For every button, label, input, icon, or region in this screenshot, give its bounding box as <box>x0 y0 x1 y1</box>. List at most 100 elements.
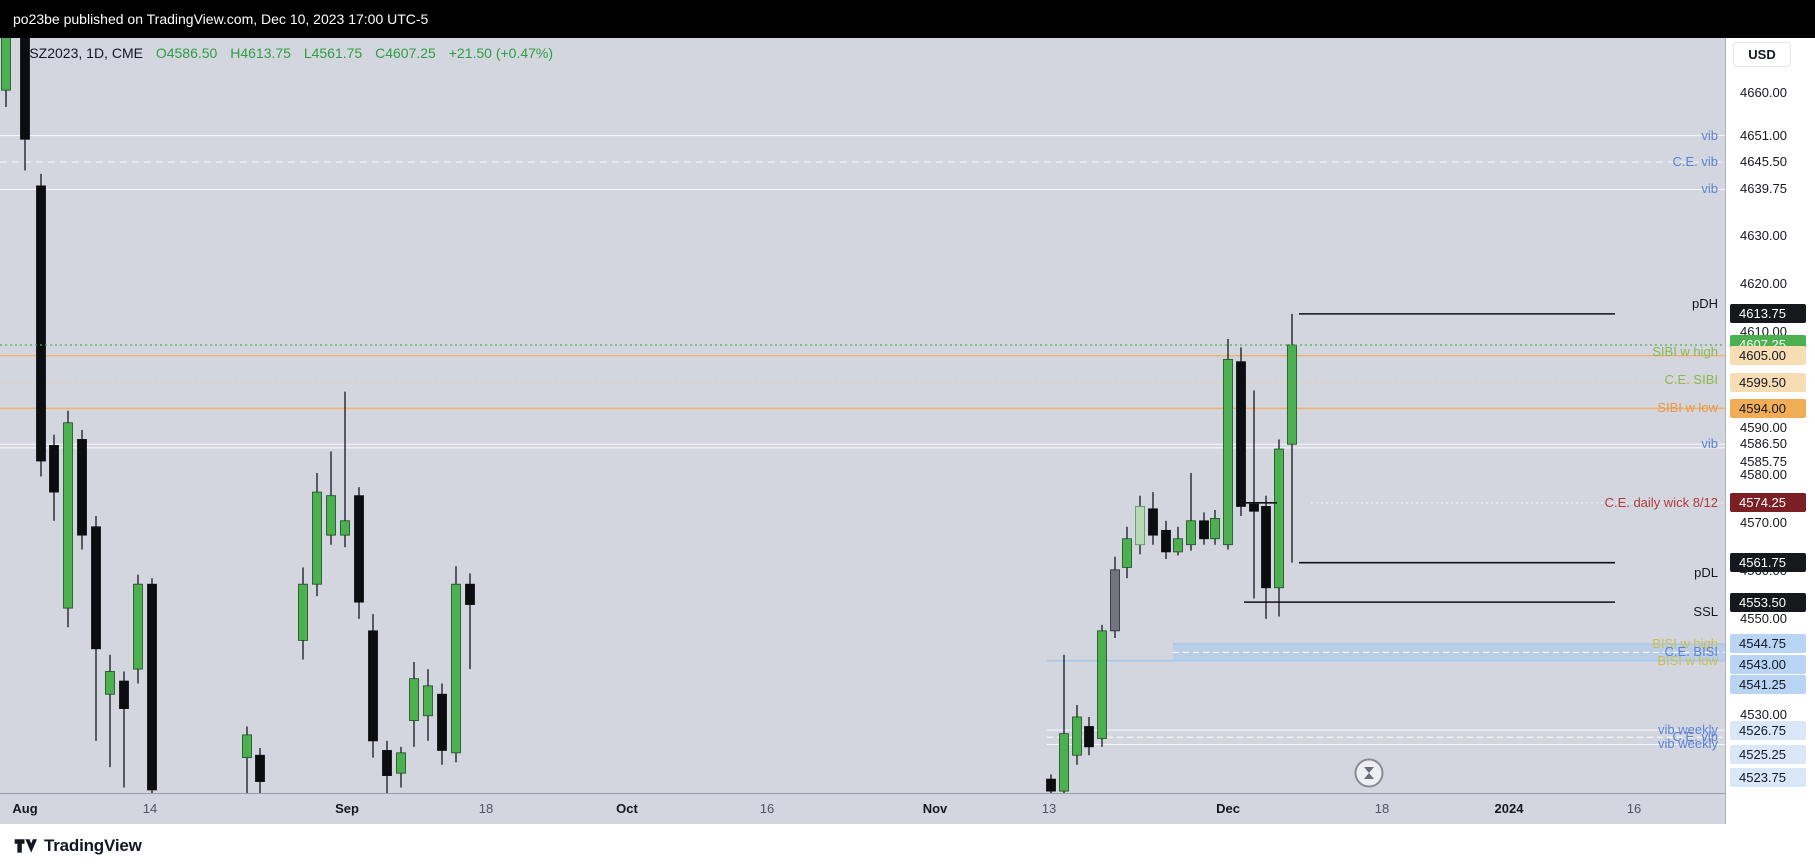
candle <box>368 614 378 758</box>
hourglass-icon[interactable] <box>1353 757 1385 789</box>
currency-usd-button[interactable]: USD <box>1733 42 1791 67</box>
candle <box>1122 526 1132 579</box>
price-axis-label: 4630.00 <box>1740 228 1787 244</box>
chart-area[interactable]: ESZ2023, 1D, CME O4586.50 H4613.75 L4561… <box>0 38 1725 824</box>
publish-text: po23be published on TradingView.com, Dec… <box>13 11 429 27</box>
footer-bar: TradingView <box>0 824 1815 868</box>
time-axis[interactable]: Aug 14 Sep 18 Oct 16 Nov 13 Dec 18 2024 16 <box>0 793 1725 824</box>
time-axis-label: Dec <box>1216 801 1240 816</box>
candle-body <box>1122 538 1132 568</box>
time-axis-label: 2024 <box>1494 801 1524 816</box>
candle-body <box>409 678 419 721</box>
candle <box>1249 390 1259 599</box>
candle-body <box>1148 508 1158 536</box>
price-axis[interactable]: USD 4660.00 4651.00 4645.50 4639.75 4630.00 4… <box>1725 38 1815 824</box>
candle <box>242 726 252 793</box>
candle <box>1210 510 1220 545</box>
candle <box>1059 654 1069 793</box>
candle-body <box>1 38 11 91</box>
candle <box>1236 347 1246 517</box>
price-axis-badge: 4553.50 <box>1730 592 1806 612</box>
candle-body <box>119 680 129 709</box>
price-axis-badge: 4594.00 <box>1730 398 1806 418</box>
candle <box>326 451 336 545</box>
candle-body <box>1261 506 1271 589</box>
candle-body <box>382 750 392 776</box>
candle-body <box>1072 716 1082 756</box>
candle <box>77 429 87 550</box>
candle <box>1084 716 1094 756</box>
price-axis-label: 4610.00 <box>1740 323 1787 339</box>
candle-body <box>1110 569 1120 632</box>
candle-body <box>91 526 101 650</box>
candle <box>340 391 350 548</box>
price-axis-badge: 4561.75 <box>1730 553 1806 573</box>
candle-body <box>1186 520 1196 546</box>
candle-body <box>1046 778 1056 792</box>
candle <box>1274 439 1284 617</box>
candle-body <box>1274 448 1284 589</box>
candle-body <box>326 495 336 536</box>
candle <box>1097 624 1107 747</box>
price-axis-label: 4620.00 <box>1740 275 1787 291</box>
price-axis-label: 4580.00 <box>1740 467 1787 483</box>
candle-body <box>354 495 364 603</box>
candlestick-plot[interactable] <box>0 38 1725 793</box>
candle-body <box>1084 726 1094 748</box>
candle <box>423 669 433 741</box>
price-axis-label: 4586.50 <box>1740 436 1787 452</box>
publish-bar: po23be published on TradingView.com, Dec… <box>0 0 1815 38</box>
price-axis-badge: 4525.25 <box>1730 744 1806 764</box>
candle-body <box>1210 518 1220 540</box>
candle-body <box>1223 358 1233 546</box>
candle <box>63 410 73 628</box>
candle-body <box>1059 733 1069 792</box>
candle-body <box>1199 520 1209 540</box>
candle <box>298 567 308 660</box>
candle-body <box>1135 506 1145 546</box>
candle <box>1173 526 1183 556</box>
candle <box>1 38 11 107</box>
candle <box>382 740 392 793</box>
symbol-title: ESZ2023, 1D, CME <box>20 45 143 61</box>
candle-body <box>1173 538 1183 553</box>
candle-body <box>437 693 447 751</box>
candle <box>1135 495 1145 555</box>
brand-text: TradingView <box>44 835 142 855</box>
candle-body <box>423 685 433 717</box>
candle <box>1287 313 1297 563</box>
candle <box>105 654 115 768</box>
candle-body <box>368 630 378 742</box>
ohlc-open: O4586.50 <box>155 45 218 61</box>
tradingview-logo-icon <box>14 839 37 853</box>
time-axis-label: 16 <box>1626 801 1642 816</box>
candle <box>20 38 30 171</box>
time-axis-label: Oct <box>616 801 638 816</box>
candle-body <box>105 671 115 695</box>
candle-body <box>1287 344 1297 445</box>
candle <box>465 573 475 670</box>
candle-body <box>20 38 30 140</box>
ohlc-low: L4561.75 <box>303 45 363 61</box>
price-change: +21.50 (+0.47%) <box>448 45 554 61</box>
candle-body <box>396 752 406 774</box>
candle <box>133 574 143 684</box>
candle-body <box>49 445 59 493</box>
ohlc-high: H4613.75 <box>230 45 291 61</box>
price-axis-label: 4570.00 <box>1740 515 1787 531</box>
time-axis-label: 16 <box>759 801 775 816</box>
candle <box>1072 704 1082 765</box>
candle <box>1110 556 1120 639</box>
price-axis-label: 4651.00 <box>1740 127 1787 143</box>
ohlc-close: C4607.25 <box>375 45 436 61</box>
candle <box>1199 512 1209 545</box>
price-axis-badge: 4599.50 <box>1730 372 1806 392</box>
candle-body <box>255 754 265 782</box>
price-axis-badge: 4523.75 <box>1730 767 1806 787</box>
price-axis-label: 4550.00 <box>1740 610 1787 626</box>
price-axis-badge: 4526.75 <box>1730 720 1806 740</box>
candle-body <box>36 185 46 462</box>
tradingview-logo[interactable]: TradingView <box>12 833 142 858</box>
candle <box>451 566 461 763</box>
candle <box>1161 520 1171 560</box>
